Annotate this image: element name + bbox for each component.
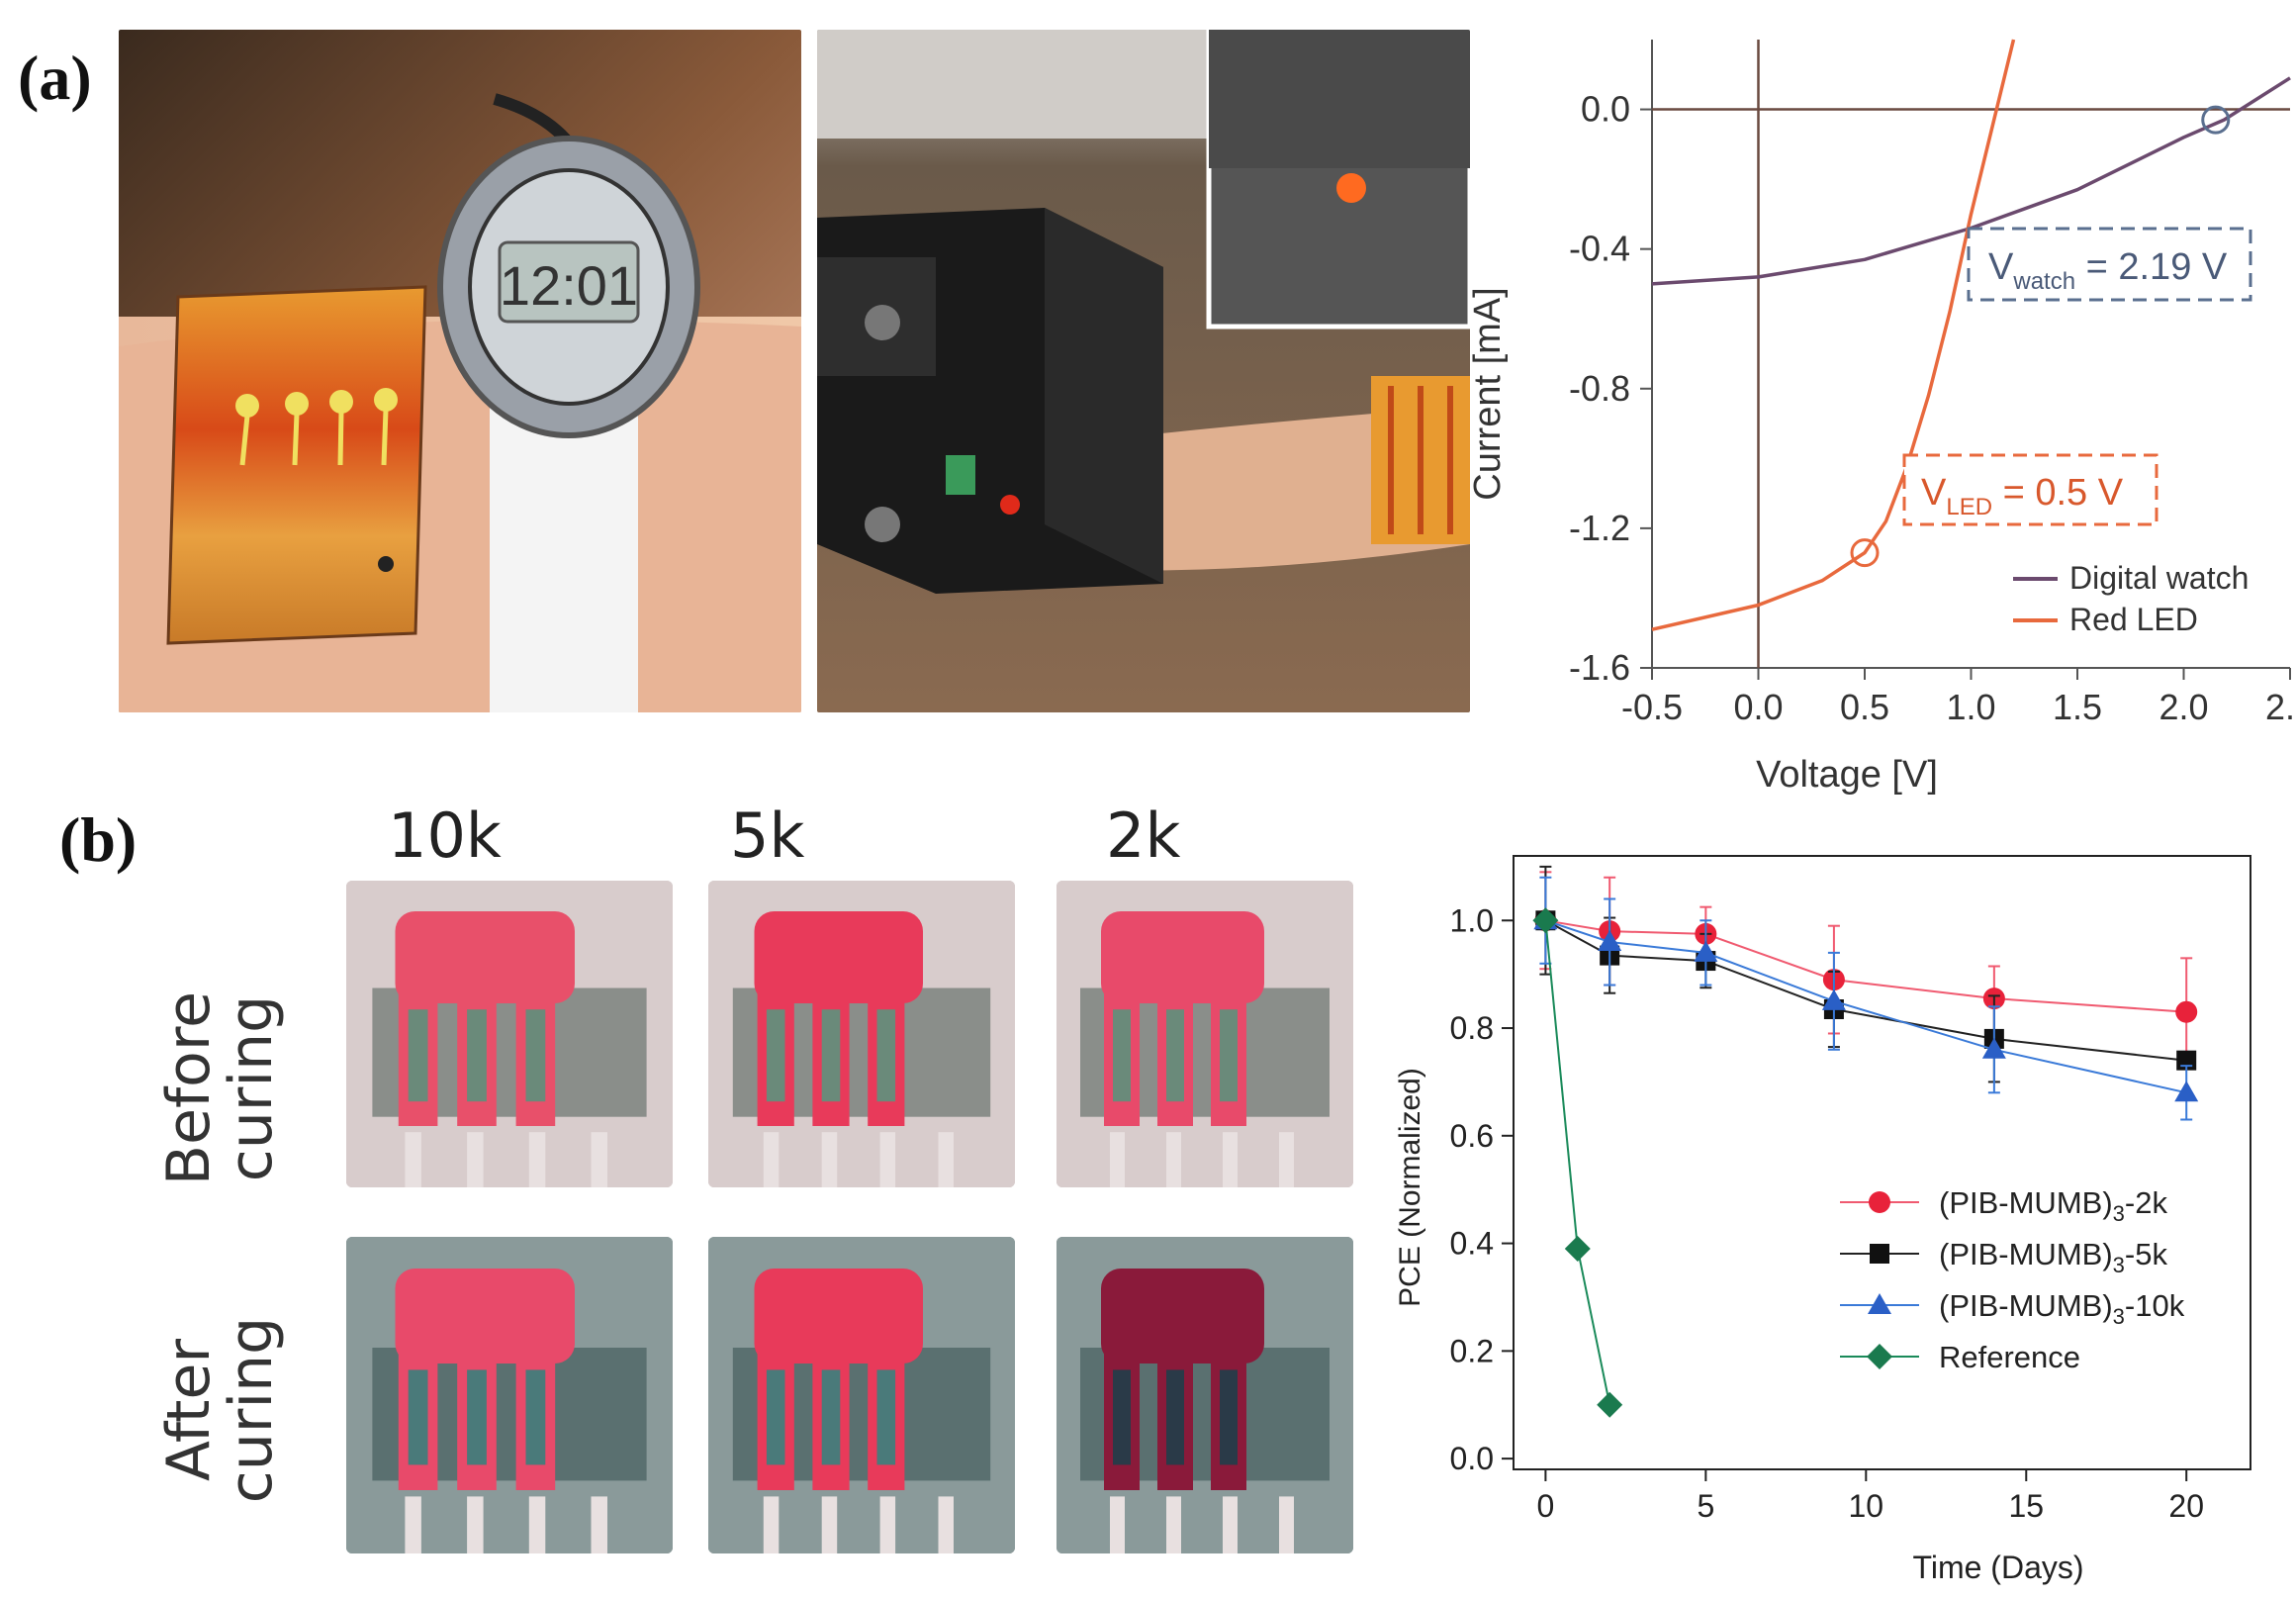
iv-x-axis-label: Voltage [V] [1756, 754, 1938, 796]
iv-y-tick-label: 0.0 [1581, 89, 1630, 130]
device-chip [708, 1237, 1015, 1553]
pce-series-3 [1532, 907, 1623, 1418]
iv-x-tick-label: 0.0 [1733, 687, 1783, 727]
iv-y-tick-label: -1.2 [1569, 508, 1630, 548]
column-label-2k: 2k [1106, 800, 1181, 872]
iv-x-tick-label: -0.5 [1621, 687, 1683, 727]
solar-cell-patch [166, 285, 427, 645]
watch-callout-sub: watch [2012, 268, 2075, 295]
pce-y-tick-label: 0.6 [1450, 1118, 1494, 1154]
pce-data-point [2175, 1000, 2198, 1023]
pce-series-line [1545, 919, 2187, 1013]
iv-x-tick-label: 0.5 [1840, 687, 1889, 727]
black-box [817, 208, 1163, 594]
panel-label-b: (b) [59, 804, 138, 875]
iv-legend-label: Red LED [2069, 602, 2198, 637]
iv-x-tick-label: 2.0 [2158, 687, 2208, 727]
pce-legend-marker [1867, 1344, 1892, 1369]
row-label-after-curing: After curing [154, 1316, 286, 1504]
led-callout-sub: LED [1946, 494, 1992, 520]
pce-y-tick-label: 0.2 [1450, 1333, 1494, 1368]
solar-strip [1371, 376, 1470, 544]
iv-y-tick-label: -0.4 [1569, 229, 1630, 269]
svg-text:VLED = 0.5 V: VLED = 0.5 V [1921, 472, 2124, 520]
column-label-5k: 5k [730, 800, 805, 872]
iv-curve-chart: -0.5 0.0 0.5 1.0 1.5 2.0 2.5 0.0 -0.4 -0.8 -1.2 -1.… [1467, 39, 2295, 796]
led-callout: VLED = 0.5 V [1902, 453, 2158, 526]
iv-y-tick-label: -1.6 [1569, 647, 1630, 688]
pce-data-point [1694, 940, 1718, 962]
led-callout-value: = 0.5 V [1992, 472, 2124, 514]
svg-text:Vwatch = 2.19 V: Vwatch = 2.19 V [1988, 246, 2228, 295]
pce-x-tick-label: 10 [1849, 1488, 1884, 1524]
pce-series-0 [1534, 871, 2198, 1068]
pce-data-point [1532, 907, 1559, 934]
pce-data-point [1598, 930, 1622, 952]
pce-data-point [1597, 1391, 1623, 1418]
row-label-before-curing: Before curing [154, 990, 286, 1186]
pce-legend-label: Reference [1939, 1340, 2080, 1374]
pce-y-tick-label: 1.0 [1450, 902, 1494, 938]
pce-legend-label: (PIB-MUMB)3-5k [1939, 1237, 2167, 1277]
pce-x-tick-label: 5 [1697, 1488, 1714, 1524]
device-chip [346, 881, 673, 1187]
photo-led-box [817, 30, 1470, 712]
pce-series-line [1544, 919, 2187, 1062]
photo-led-illustration [817, 30, 1470, 712]
iv-legend: Digital watch Red LED [2013, 560, 2249, 637]
pce-data-point [2174, 1081, 2199, 1102]
photo-watch-illustration: 12:01 [119, 30, 801, 712]
pce-series-2 [1533, 876, 2199, 1121]
pce-y-axis-label: PCE (Normalized) [1394, 1068, 1426, 1307]
iv-operating-point-led [1850, 538, 1880, 568]
watch-callout: Vwatch = 2.19 V [1967, 227, 2252, 302]
pce-chart: 0 5 10 15 20 0.0 0.2 0.4 0.6 0.8 1.0 (PIB-MUMB)3-2… [1394, 855, 2251, 1585]
watch-display-text: 12:01 [500, 254, 638, 317]
pce-data-point [1821, 988, 1846, 1010]
column-label-10k: 10k [388, 800, 502, 872]
iv-x-tick-label: 1.5 [2053, 687, 2102, 727]
pce-legend-marker [1868, 1293, 1891, 1314]
led-callout-v: V [1921, 472, 1947, 514]
inset-led-photo [1206, 30, 1470, 329]
device-chip [346, 1237, 673, 1553]
watch: 12:01 [437, 136, 700, 712]
pce-y-tick-label: 0.8 [1450, 1010, 1494, 1046]
iv-operating-point-watch [2201, 105, 2231, 135]
panel-label-a: (a) [18, 43, 92, 113]
device-chip [1056, 1237, 1353, 1553]
pce-x-tick-label: 15 [2008, 1488, 2044, 1524]
pce-data-point [1981, 1037, 2006, 1059]
pce-legend-marker [1869, 1191, 1890, 1213]
iv-y-tick-label: -0.8 [1569, 368, 1630, 409]
pce-series-line [1544, 920, 1611, 1405]
device-chip [708, 881, 1015, 1187]
pce-series-line [1545, 919, 2187, 1094]
watch-callout-v: V [1988, 246, 2014, 288]
pce-legend-marker [1870, 1244, 1889, 1264]
iv-y-axis-label: Current [mA] [1467, 287, 1509, 500]
pce-y-tick-label: 0.0 [1450, 1441, 1494, 1476]
pce-legend-label: (PIB-MUMB)3-10k [1939, 1288, 2185, 1329]
pce-x-tick-label: 20 [2168, 1488, 2204, 1524]
pce-x-tick-label: 0 [1536, 1488, 1554, 1524]
pce-y-tick-label: 0.4 [1450, 1226, 1494, 1262]
watch-callout-value: = 2.19 V [2075, 246, 2228, 288]
iv-x-tick-label: 1.0 [1946, 687, 1995, 727]
iv-legend-label: Digital watch [2069, 560, 2249, 596]
iv-series-digital-watch [1651, 76, 2291, 286]
pce-legend-label: (PIB-MUMB)3-2k [1939, 1185, 2167, 1226]
pce-series-1 [1535, 865, 2197, 1083]
pce-legend: (PIB-MUMB)3-2k (PIB-MUMB)3-5k (PIB-MUMB)3-… [1840, 1185, 2185, 1374]
iv-x-tick-label: 2.5 [2265, 687, 2295, 727]
pce-x-axis-label: Time (Days) [1912, 1550, 2083, 1585]
pce-plot-frame [1513, 855, 2251, 1470]
iv-series-red-led [1651, 39, 2016, 631]
pce-data-point [1564, 1236, 1591, 1263]
photo-watch-on-arm: 12:01 [119, 30, 801, 712]
device-chip [1056, 881, 1353, 1187]
